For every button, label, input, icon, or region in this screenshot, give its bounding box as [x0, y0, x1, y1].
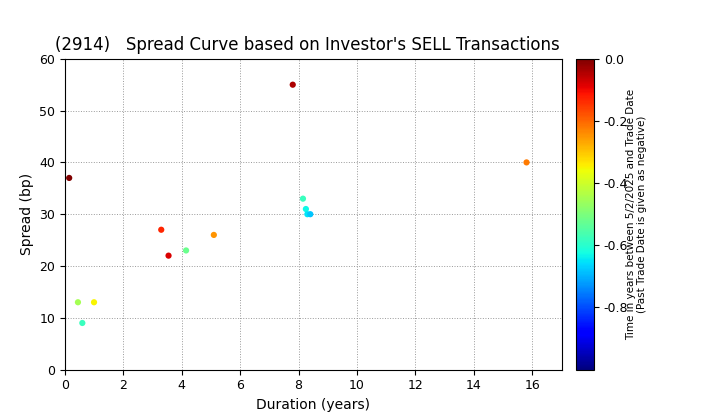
- Point: [297, 195, 309, 202]
- Point: [287, 81, 299, 88]
- X-axis label: Duration (years): Duration (years): [256, 398, 370, 412]
- Point: [180, 247, 192, 254]
- Point: [72, 299, 84, 306]
- Point: [76, 320, 88, 326]
- Point: [208, 231, 220, 238]
- Point: [163, 252, 174, 259]
- Point: [89, 299, 100, 306]
- Point: [305, 211, 316, 218]
- Point: [63, 175, 75, 181]
- Y-axis label: Spread (bp): Spread (bp): [19, 173, 34, 255]
- Point: [302, 211, 313, 218]
- Point: [156, 226, 167, 233]
- Y-axis label: Time in years between 5/2/2025 and Trade Date
(Past Trade Date is given as negat: Time in years between 5/2/2025 and Trade…: [626, 89, 647, 340]
- Point: [521, 159, 532, 166]
- Point: [300, 206, 312, 213]
- Text: (2914)   Spread Curve based on Investor's SELL Transactions: (2914) Spread Curve based on Investor's …: [55, 37, 559, 55]
